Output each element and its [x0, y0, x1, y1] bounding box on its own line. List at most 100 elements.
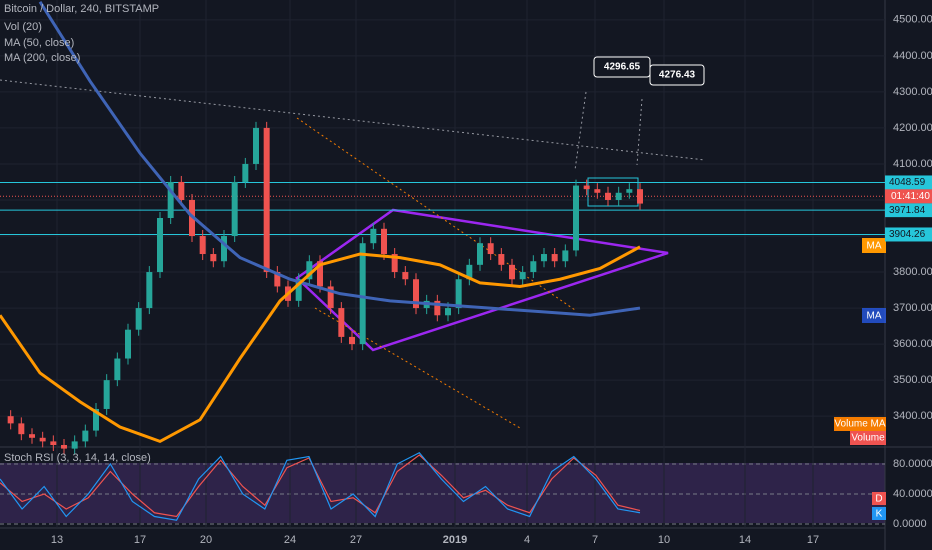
candle	[317, 261, 323, 287]
candle	[327, 286, 334, 309]
y-tick-label: 3800.00	[893, 266, 932, 278]
candle	[231, 181, 238, 237]
candle	[637, 189, 643, 204]
trend-line	[0, 79, 706, 161]
y-tick-label: 4500.00	[893, 14, 932, 26]
candle	[61, 445, 67, 449]
candle	[605, 192, 611, 200]
candle	[82, 430, 89, 442]
candle	[39, 437, 46, 442]
volume-tag	[850, 431, 886, 445]
y-tick-label: 3700.00	[893, 302, 932, 314]
candle	[178, 181, 185, 200]
candle	[626, 189, 633, 193]
stoch-tick-label: 80.0000	[893, 458, 932, 470]
candle	[263, 127, 270, 273]
stoch-title: Stoch RSI (3, 3, 14, 14, close)	[4, 452, 151, 464]
x-tick-label: 24	[284, 534, 296, 546]
volume-tag-label: Volume	[851, 433, 885, 444]
x-tick-label: 17	[807, 534, 819, 546]
candle	[103, 380, 110, 409]
y-tick-label: 3500.00	[893, 374, 932, 386]
stoch-d-line	[0, 454, 641, 518]
candle	[221, 236, 227, 262]
ma-tag	[862, 308, 886, 323]
ma50-line	[0, 245, 641, 444]
callout-pointer	[574, 91, 587, 171]
candle	[583, 185, 590, 190]
candle	[167, 181, 174, 218]
candle	[157, 217, 163, 273]
candle	[402, 272, 409, 280]
candle	[381, 228, 387, 255]
candle	[274, 272, 281, 287]
callout: 4296.65	[604, 62, 641, 73]
candle	[146, 272, 153, 309]
candle	[359, 243, 366, 345]
callout: 4276.43	[659, 70, 696, 81]
candle	[466, 264, 473, 280]
stoch-band	[0, 463, 885, 523]
d-tag-label: D	[875, 494, 882, 505]
y-tick-label: 4100.00	[893, 158, 932, 170]
k-tag	[872, 507, 886, 520]
candle	[253, 127, 259, 164]
candle	[71, 441, 78, 449]
candle	[18, 423, 25, 435]
marks	[0, 1, 885, 521]
candle	[594, 189, 601, 193]
candle	[509, 264, 515, 280]
stoch-tick-label: 40.0000	[893, 488, 932, 500]
candle	[434, 300, 441, 316]
candle	[530, 261, 537, 273]
x-tick-label: 13	[51, 534, 63, 546]
candle	[199, 236, 206, 255]
candle	[349, 336, 355, 345]
stoch-k-line	[0, 451, 641, 521]
candle	[7, 416, 14, 424]
ma-tag	[862, 238, 886, 253]
k-tag-label: K	[876, 509, 883, 520]
candle	[242, 163, 249, 182]
candle	[135, 308, 142, 330]
x-tick-label: 14	[739, 534, 751, 546]
candle	[306, 261, 313, 280]
candle	[519, 272, 526, 280]
level-tag	[885, 227, 932, 242]
y-tick-label: 3400.00	[893, 410, 932, 422]
level-tag-label: 3904.26	[889, 229, 926, 240]
candle	[370, 228, 377, 244]
callout-pointer	[636, 98, 643, 166]
candle	[541, 254, 547, 262]
candle	[114, 358, 121, 381]
countdown: 01:41:40	[891, 191, 930, 202]
ma-tag-label: MA	[867, 241, 882, 252]
legend-item: MA (50, close)	[4, 37, 74, 49]
candle	[295, 279, 302, 301]
candle	[498, 254, 505, 265]
candle	[93, 408, 99, 431]
y-tick-label: 4400.00	[893, 50, 932, 62]
x-tick-label: 10	[658, 534, 670, 546]
level-tag	[885, 203, 932, 218]
level-tag-label: 3971.84	[889, 205, 926, 216]
x-tick-label: 17	[134, 534, 146, 546]
stoch-tick-label: 0.0000	[893, 518, 927, 530]
legend-item: Bitcoin / Dollar, 240, BITSTAMP	[4, 3, 159, 15]
level-tag	[885, 175, 932, 190]
candle	[487, 243, 494, 255]
x-tick-label: 27	[350, 534, 362, 546]
candle	[573, 185, 579, 251]
volume-tag	[834, 417, 886, 431]
candle	[50, 441, 57, 445]
d-tag	[872, 492, 886, 505]
candle	[210, 254, 217, 262]
callout-box	[649, 64, 705, 86]
legend-item: MA (200, close)	[4, 52, 80, 64]
candle	[477, 243, 483, 265]
candle	[551, 254, 558, 262]
x-tick-label: 7	[592, 534, 598, 546]
x-tick-label: 4	[524, 534, 530, 546]
ma-tag-label: MA	[867, 311, 882, 322]
